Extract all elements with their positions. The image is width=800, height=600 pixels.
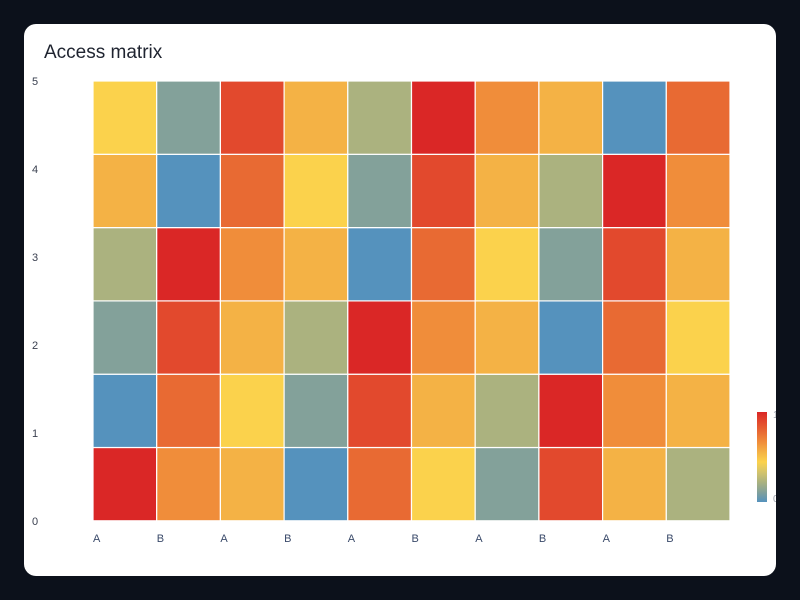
heatmap-cell: [410, 80, 476, 155]
heatmap-cell: [538, 227, 604, 302]
heatmap-cell: [156, 373, 221, 449]
x-tick-label: B: [666, 533, 673, 545]
heatmap-cell: [474, 446, 540, 522]
heatmap-cell: [665, 153, 731, 229]
heatmap-cell: [92, 153, 158, 229]
x-tick-label: B: [284, 533, 291, 545]
heatmap-cell: [156, 300, 221, 375]
x-tick-label: A: [220, 533, 228, 545]
y-tick-label: 4: [32, 164, 38, 176]
heatmap-cell: [347, 446, 413, 522]
heatmap-cell: [665, 227, 731, 302]
colorbar-max-label: 12: [773, 410, 776, 421]
heatmap-cell: [219, 227, 285, 302]
x-tick-label: A: [603, 533, 611, 545]
heatmap-cell: [347, 373, 413, 449]
heatmap-cell: [283, 80, 349, 155]
colorbar-min-label: 0: [773, 494, 776, 505]
heatmap-cell: [601, 373, 667, 449]
chart-card: Access matrix 012345ABABABABAB120: [24, 24, 776, 576]
heatmap-cell: [538, 300, 604, 375]
heatmap-cell: [92, 446, 158, 522]
heatmap-cell: [92, 227, 158, 302]
heatmap-cell: [156, 227, 221, 302]
heatmap-cell: [283, 153, 349, 229]
heatmap-cell: [474, 227, 540, 302]
heatmap-cell: [538, 80, 604, 155]
y-tick-label: 5: [32, 76, 38, 88]
heatmap-cell: [601, 227, 667, 302]
heatmap-cell: [538, 153, 604, 229]
heatmap-cell: [347, 227, 413, 302]
heatmap-cell: [283, 446, 349, 522]
x-tick-label: B: [539, 533, 546, 545]
heatmap-cell: [665, 80, 731, 155]
heatmap-cell: [410, 227, 476, 302]
chart-title: Access matrix: [44, 42, 163, 63]
heatmap-cell: [156, 446, 221, 522]
heatmap-cell: [410, 153, 476, 229]
heatmap-cell: [219, 300, 285, 375]
heatmap-cell: [156, 80, 221, 155]
heatmap-cell: [538, 446, 604, 522]
heatmap-cell: [474, 300, 540, 375]
heatmap-cell: [410, 373, 476, 449]
heatmap-cell: [219, 80, 285, 155]
heatmap-cell: [601, 80, 667, 155]
heatmap-cell: [92, 300, 158, 375]
heatmap-cell: [538, 373, 604, 449]
y-tick-label: 0: [32, 516, 38, 528]
x-tick-label: A: [93, 533, 101, 545]
heatmap-cell: [601, 153, 667, 229]
heatmap-cell: [92, 373, 158, 449]
heatmap-cell: [219, 446, 285, 522]
heatmap-cell: [474, 373, 540, 449]
heatmap-cell: [665, 300, 731, 375]
y-tick-label: 2: [32, 340, 38, 352]
heatmap-cell: [665, 373, 731, 449]
heatmap-cell: [474, 80, 540, 155]
heatmap-cell: [219, 373, 285, 449]
colorbar: [757, 412, 767, 502]
heatmap-cell: [283, 300, 349, 375]
x-tick-label: B: [412, 533, 419, 545]
heatmap-cell: [410, 446, 476, 522]
heatmap-cell: [219, 153, 285, 229]
heatmap-chart: 012345ABABABABAB120: [32, 76, 776, 545]
heatmap-cell: [283, 227, 349, 302]
x-tick-label: A: [475, 533, 483, 545]
y-tick-label: 1: [32, 428, 38, 440]
heatmap-cell: [410, 300, 476, 375]
heatmap-cell: [347, 80, 413, 155]
x-tick-label: B: [157, 533, 164, 545]
heatmap-cell: [474, 153, 540, 229]
heatmap-cell: [665, 446, 731, 522]
heatmap-cell: [601, 300, 667, 375]
heatmap-cell: [347, 300, 413, 375]
y-tick-label: 3: [32, 252, 38, 264]
heatmap-cell: [92, 80, 158, 155]
heatmap-cell: [347, 153, 413, 229]
heatmap-cell: [601, 446, 667, 522]
heatmap-cell: [283, 373, 349, 449]
heatmap-cell: [156, 153, 221, 229]
x-tick-label: A: [348, 533, 356, 545]
